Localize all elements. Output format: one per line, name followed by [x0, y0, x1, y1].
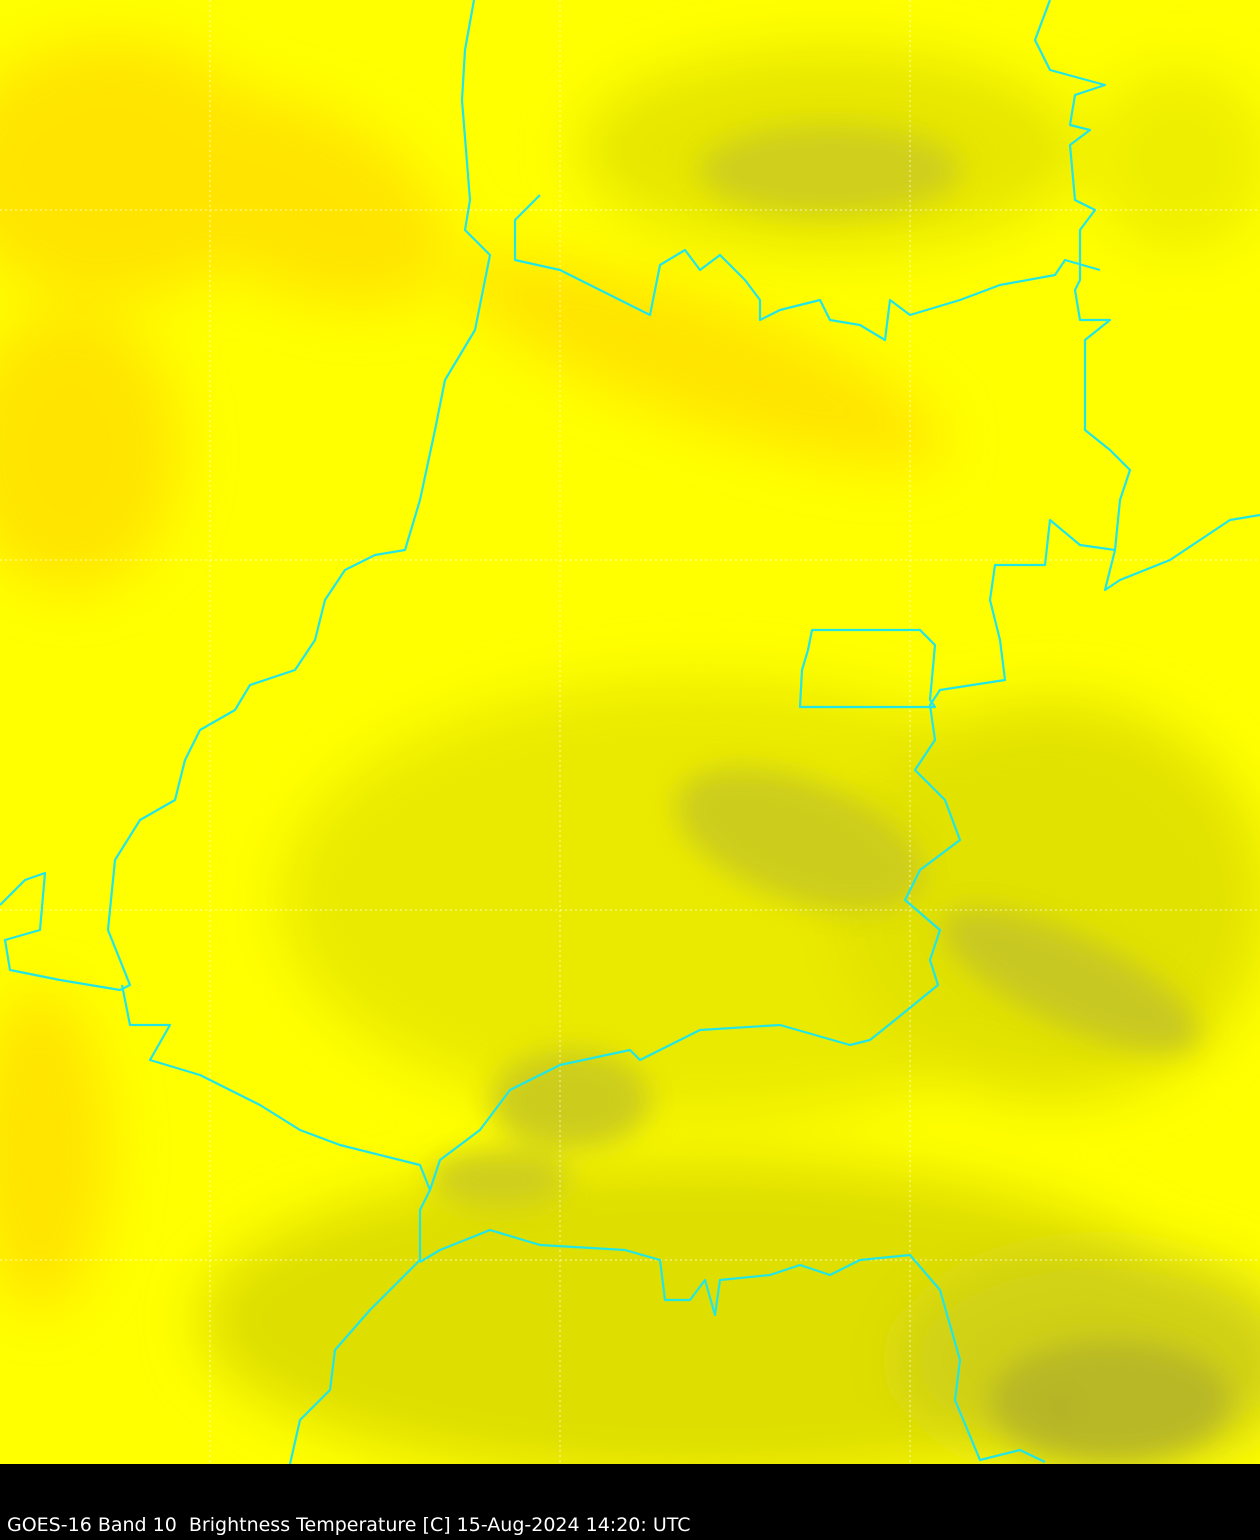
brightness-temperature-map	[0, 0, 1260, 1464]
warm-regions	[0, 40, 946, 1310]
border-east	[1033, 0, 1260, 592]
border-south	[419, 1228, 1046, 1463]
political-borders	[0, 0, 1260, 1464]
border-central	[288, 518, 1116, 1464]
border-notch	[513, 194, 1101, 342]
border-district	[798, 628, 937, 709]
border-southwest	[120, 984, 432, 1191]
lat-lon-grid	[0, 0, 1260, 1464]
cold-cloud-regions	[430, 125, 1230, 1460]
image-caption: GOES-16 Band 10 Brightness Temperature […	[7, 1514, 691, 1536]
border-west	[0, 0, 492, 992]
